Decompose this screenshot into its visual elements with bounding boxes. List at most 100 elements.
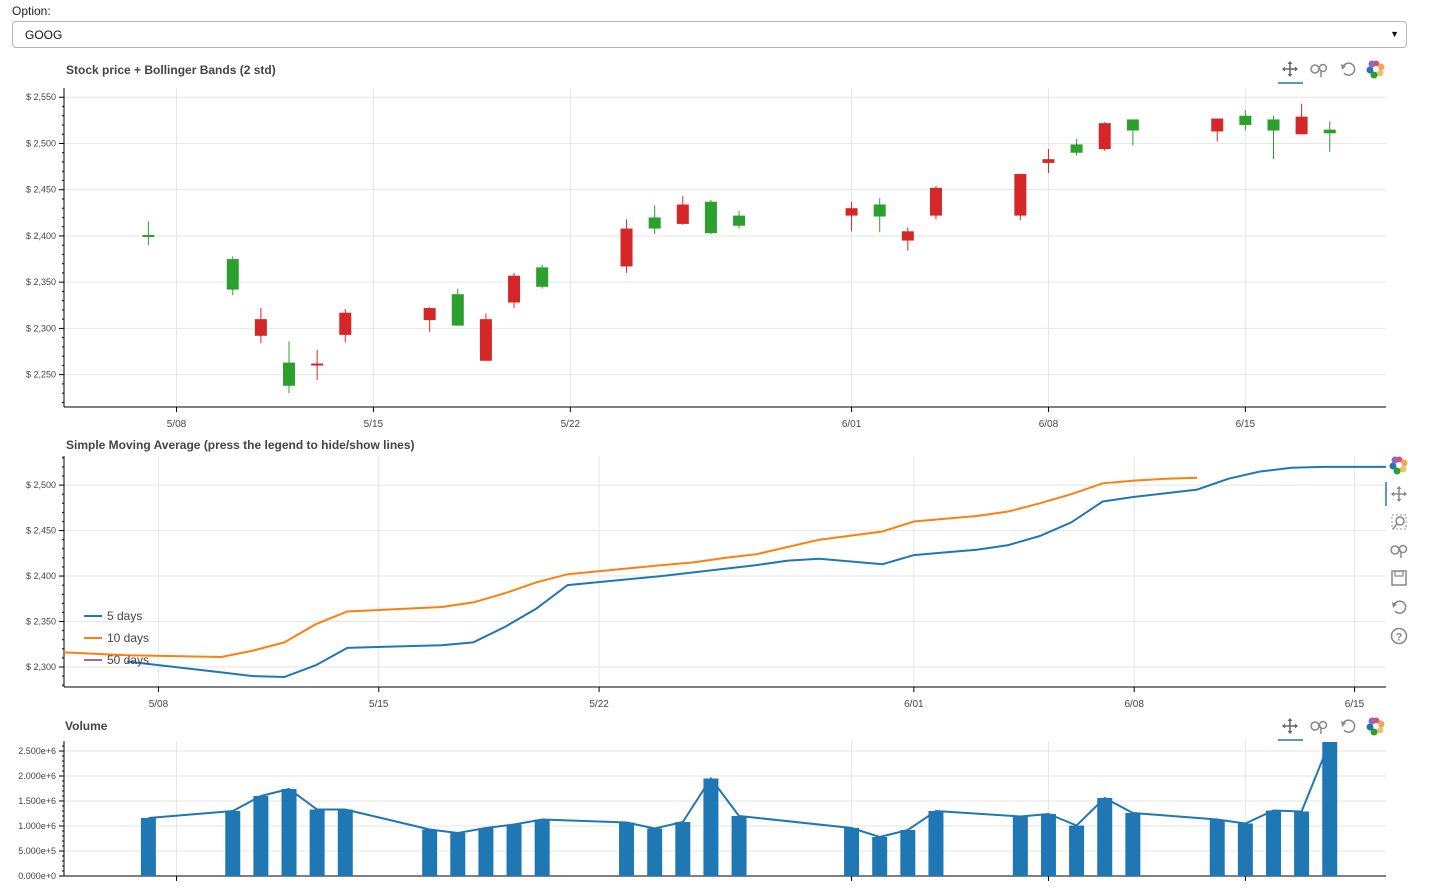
x-tick-label: 6/15 [1345,699,1365,710]
y-tick-label: 1.000e+6 [18,821,56,831]
ticker-select-value: GOOG [25,28,63,42]
legend-label: 50 days [107,653,149,667]
candle-body [1239,115,1252,125]
pan-tool-icon[interactable] [1391,486,1407,502]
candle-body [929,187,942,216]
candle-body [1211,118,1224,132]
candle-body [339,312,352,335]
volume-bar [1322,742,1338,876]
volume-bar [309,809,325,876]
wheel-zoom-tool-icon[interactable] [1390,544,1408,559]
candle-body [1070,144,1083,153]
x-tick-label: 6/08 [1124,699,1144,710]
candle-body [648,217,661,229]
candle-body [901,231,914,241]
bokeh-logo-icon [1366,717,1385,736]
help-tool-icon[interactable]: ? [1390,627,1408,645]
y-tick-label: $ 2,450 [26,526,56,536]
y-tick-label: $ 2,400 [26,571,56,581]
volume-bar [731,816,747,876]
candle-body [226,259,239,290]
volume-bar [506,824,522,876]
volume-bar [478,828,494,876]
ticker-select[interactable]: GOOG ▼ [12,21,1407,48]
x-tick-label: 5/15 [369,699,389,710]
volume-bar [422,829,438,876]
box-zoom-tool-icon[interactable] [1391,514,1407,530]
reset-tool-icon[interactable] [1341,719,1356,733]
caret-down-icon: ▼ [1390,29,1399,39]
bokeh-logo-icon [1389,456,1408,475]
x-tick-label: 5/22 [589,699,609,710]
volume-bar [1040,814,1056,876]
y-tick-label: 1.500e+6 [18,796,56,806]
pan-tool-icon[interactable] [1282,61,1298,77]
volume-bar [619,822,635,876]
x-tick-label: 5/22 [561,419,581,430]
y-tick-label: $ 2,350 [26,617,56,627]
candle-body [311,363,324,366]
candle-body [704,201,717,234]
y-tick-label: $ 2,500 [26,138,56,148]
price-toolbar [1278,60,1385,84]
legend-label: 5 days [107,609,142,623]
x-tick-label: 5/08 [149,699,169,710]
candle-body [845,208,858,216]
sma-toolbar: ? [1385,456,1408,645]
volume-bar [225,811,241,876]
x-tick-label: 6/08 [1039,419,1059,430]
x-tick-label: 5/08 [167,419,187,430]
sma-line-1 [63,476,1198,659]
volume-chart[interactable]: 0.000e+0 5.000e+5 1.000e+6 1.500e+6 2.000e+6… [0,735,1400,888]
volume-bar [675,822,691,876]
volume-bar [1294,811,1310,876]
pan-tool-icon[interactable] [1282,718,1298,734]
volume-bar [703,778,719,876]
y-tick-label: $ 2,350 [26,277,56,287]
volume-bar [1265,810,1281,876]
y-tick-label: 0.000e+0 [18,871,56,881]
reset-tool-icon[interactable] [1392,600,1407,614]
save-tool-icon[interactable] [1391,570,1407,586]
y-tick-label: $ 2,550 [26,92,56,102]
candle-body [142,235,155,238]
volume-bar [1069,825,1085,876]
candle-body [1098,123,1111,150]
volume-line [148,741,1331,839]
price-chart[interactable]: $ 2,250 $ 2,300 $ 2,350 $ 2,400 $ 2,450 $ 2,5… [0,80,1400,435]
volume-bar [872,837,888,876]
volume-chart-title: Volume [65,719,108,733]
sma-chart-title: Simple Moving Average (press the legend … [66,438,415,452]
candle-body [423,308,436,321]
y-tick-label: $ 2,450 [26,185,56,195]
candle-body [873,204,886,217]
candle-body [283,362,296,386]
volume-bar [647,828,663,876]
volume-bar [900,830,916,876]
wheel-zoom-tool-icon[interactable] [1310,63,1328,78]
candle-body [1042,159,1055,163]
y-tick-label: $ 2,300 [26,662,56,672]
candle-body [508,275,521,303]
option-label: Option: [12,4,51,18]
volume-bar [1209,819,1225,876]
candle-body [254,319,267,336]
x-tick-label: 6/01 [904,699,924,710]
y-tick-label: 5.000e+5 [18,846,56,856]
volume-bar [450,833,466,876]
candle-body [1267,119,1280,131]
wheel-zoom-tool-icon[interactable] [1310,720,1328,735]
candle-body [676,204,689,224]
candle-body [1014,173,1027,216]
candle-body [1295,116,1308,135]
bokeh-logo-icon [1366,60,1385,79]
y-tick-label: 2.500e+6 [18,746,56,756]
price-chart-title: Stock price + Bollinger Bands (2 std) [66,63,276,77]
reset-tool-icon[interactable] [1341,62,1356,76]
candle-body [451,294,464,326]
volume-bar [337,809,353,876]
volume-bar [1237,823,1253,876]
legend-label: 10 days [107,631,149,645]
volume-bar [1125,813,1141,876]
sma-chart[interactable]: $ 2,300 $ 2,350 $ 2,400 $ 2,450 $ 2,500 5/08 5… [0,450,1400,715]
